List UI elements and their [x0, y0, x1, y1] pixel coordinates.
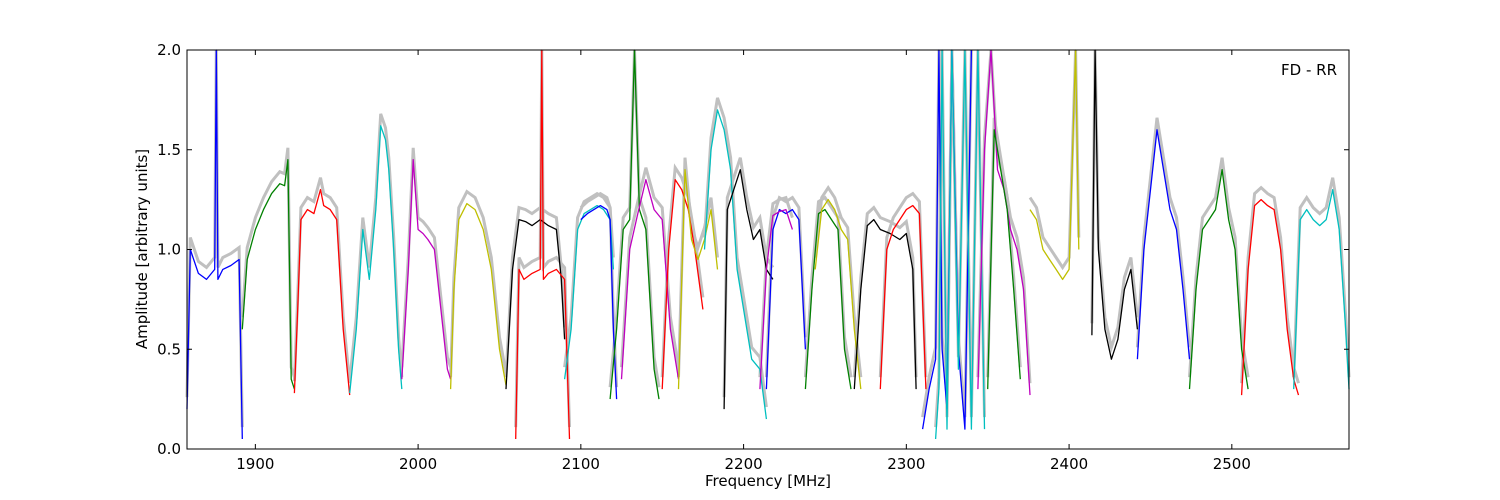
x-tick-label: 2300	[887, 455, 925, 473]
series-line-20	[853, 218, 917, 390]
background-trace-22	[921, 49, 973, 418]
series-line-19	[814, 198, 862, 390]
series-line-16	[765, 208, 807, 390]
y-tick-label: 0.5	[157, 340, 181, 358]
background-trace-11	[620, 167, 680, 368]
panel-annotation: FD - RR	[1281, 61, 1337, 79]
series-line-21	[879, 204, 927, 390]
series-line-6	[505, 218, 566, 390]
series-line-28	[1136, 129, 1191, 360]
series-line-4	[401, 159, 452, 380]
series-line-27	[1091, 49, 1139, 360]
x-tick-label: 2500	[1213, 455, 1251, 473]
series-line-2	[293, 188, 351, 396]
background-trace-28	[1135, 117, 1191, 348]
x-tick-label: 1900	[236, 455, 274, 473]
background-trace-14	[703, 97, 768, 408]
series-line-26	[1029, 49, 1080, 281]
series-line-13	[677, 169, 719, 390]
series-line-18	[804, 208, 852, 390]
x-tick-label: 2100	[562, 455, 600, 473]
y-tick-label: 0.0	[157, 440, 181, 458]
series-line-17	[759, 208, 794, 390]
series-line-14	[703, 109, 768, 420]
background-trace-19	[813, 184, 863, 378]
series-line-11	[620, 179, 680, 380]
series-line-23	[934, 49, 986, 440]
series-layer	[186, 49, 1350, 440]
x-tick-label: 2000	[399, 455, 437, 473]
y-axis-ticks: 0.0 0.5 1.0 1.5 2.0	[157, 41, 1349, 458]
y-axis-label: Amplitude [arbitrary units]	[133, 149, 151, 349]
y-tick-label: 1.0	[157, 241, 181, 259]
background-trace-15	[722, 157, 775, 398]
background-trace-31	[1292, 177, 1351, 378]
x-tick-label: 2400	[1050, 455, 1088, 473]
y-tick-label: 1.5	[157, 141, 181, 159]
series-line-1	[241, 159, 296, 390]
x-axis-label: Frequency [MHz]	[705, 472, 831, 490]
background-trace-20	[852, 205, 918, 378]
series-line-9	[580, 204, 618, 400]
series-line-22	[921, 49, 973, 430]
series-line-30	[1240, 198, 1300, 396]
series-line-29	[1188, 169, 1249, 390]
background-trace-5	[449, 189, 508, 378]
series-line-15	[723, 169, 774, 410]
background-trace-13	[677, 157, 719, 378]
background-trace-29	[1188, 157, 1250, 378]
series-line-31	[1293, 188, 1350, 390]
series-line-5	[449, 202, 507, 390]
background-trace-30	[1240, 185, 1300, 384]
series-line-25	[987, 129, 1021, 390]
background-trace-6	[504, 205, 567, 378]
series-line-8	[563, 204, 615, 380]
x-tick-label: 2200	[724, 455, 762, 473]
x-axis-ticks: 1900 2000 2100 2200 2300 2400 2500	[236, 50, 1251, 473]
background-trace-21	[878, 191, 928, 378]
series-line-3	[349, 125, 403, 394]
y-tick-label: 2.0	[157, 41, 181, 59]
